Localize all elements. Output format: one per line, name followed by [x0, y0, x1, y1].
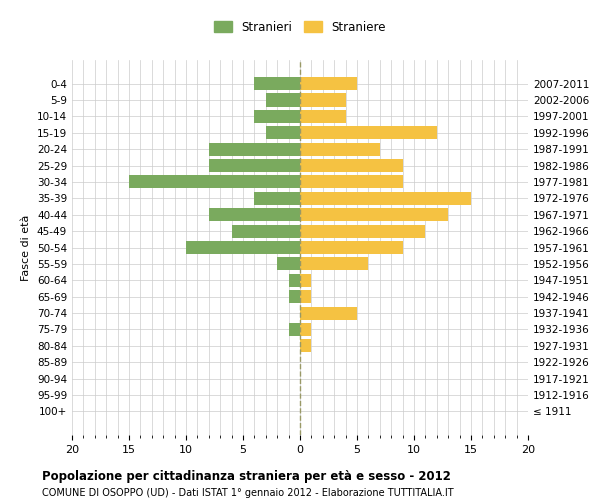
Bar — [300, 323, 311, 336]
Bar — [300, 192, 471, 205]
Bar — [277, 258, 300, 270]
Bar — [300, 142, 380, 156]
Y-axis label: Fasce di età: Fasce di età — [22, 214, 31, 280]
Bar — [300, 126, 437, 140]
Bar — [300, 110, 346, 123]
Bar — [300, 224, 425, 237]
Bar — [266, 94, 300, 106]
Bar — [209, 142, 300, 156]
Bar — [209, 208, 300, 222]
Bar — [254, 110, 300, 123]
Bar — [300, 340, 311, 352]
Bar — [300, 241, 403, 254]
Bar — [300, 258, 368, 270]
Bar — [209, 159, 300, 172]
Bar — [300, 159, 403, 172]
Bar — [266, 126, 300, 140]
Bar — [129, 176, 300, 188]
Bar — [254, 192, 300, 205]
Bar — [289, 274, 300, 287]
Legend: Stranieri, Straniere: Stranieri, Straniere — [211, 17, 389, 37]
Bar — [300, 306, 357, 320]
Bar — [300, 290, 311, 303]
Text: COMUNE DI OSOPPO (UD) - Dati ISTAT 1° gennaio 2012 - Elaborazione TUTTITALIA.IT: COMUNE DI OSOPPO (UD) - Dati ISTAT 1° ge… — [42, 488, 454, 498]
Bar — [300, 208, 448, 222]
Bar — [300, 274, 311, 287]
Bar — [254, 77, 300, 90]
Bar — [300, 94, 346, 106]
Bar — [186, 241, 300, 254]
Text: Popolazione per cittadinanza straniera per età e sesso - 2012: Popolazione per cittadinanza straniera p… — [42, 470, 451, 483]
Bar — [289, 290, 300, 303]
Bar — [300, 77, 357, 90]
Bar — [300, 176, 403, 188]
Bar — [289, 323, 300, 336]
Bar — [232, 224, 300, 237]
